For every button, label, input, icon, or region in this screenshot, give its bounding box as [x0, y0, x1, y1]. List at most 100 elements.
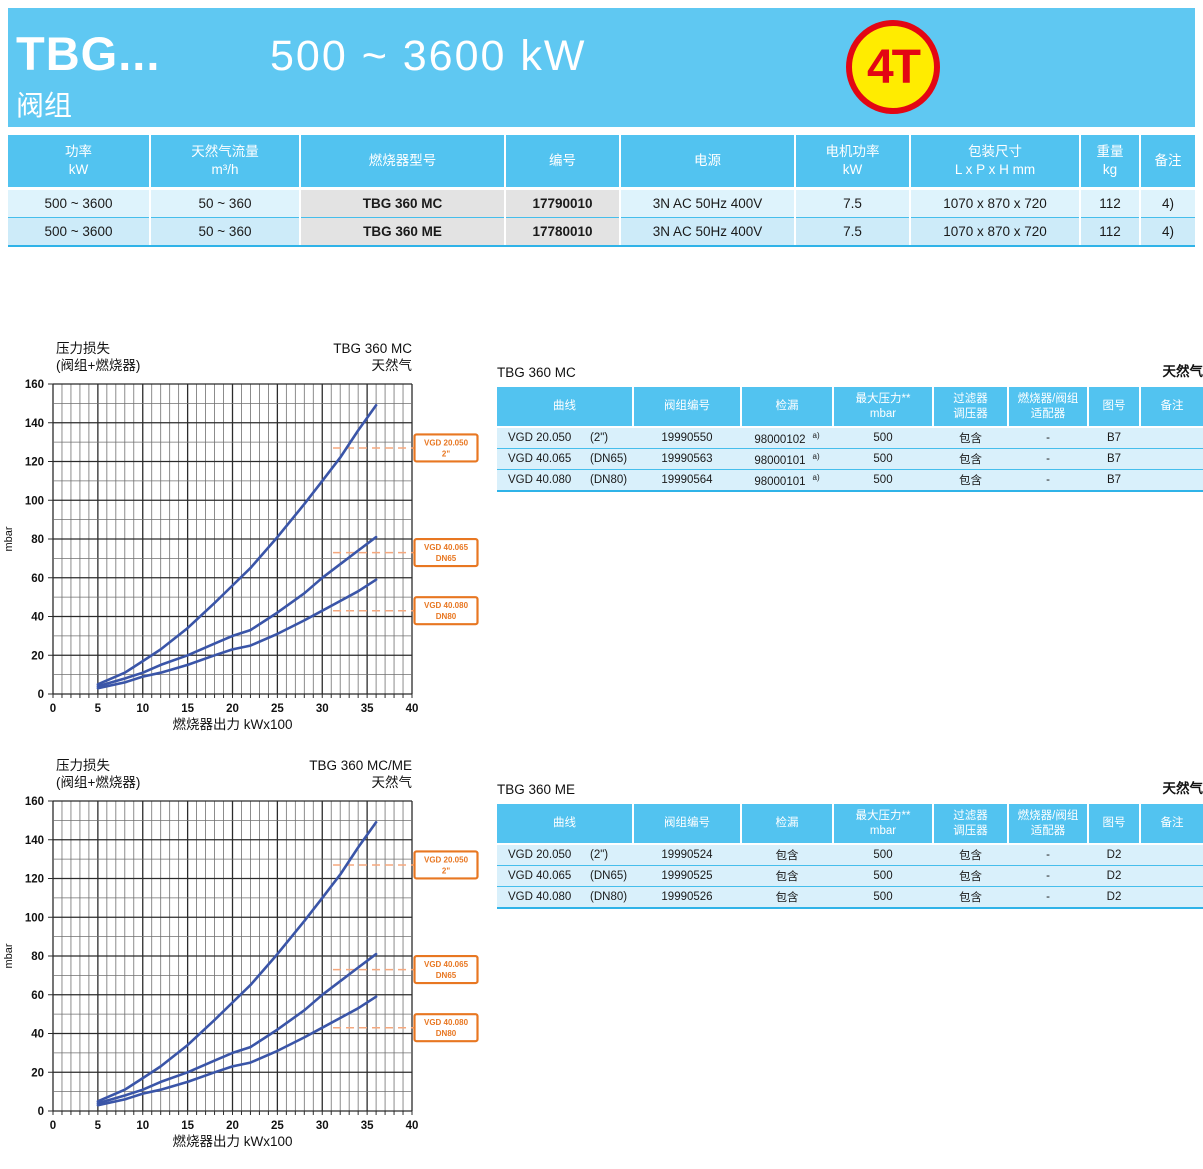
svg-text:5: 5 [95, 1120, 102, 1132]
valve-col-header: 图号 [1088, 387, 1141, 428]
remark-cell [1140, 865, 1203, 887]
svg-text:100: 100 [25, 912, 44, 924]
remark-cell [1140, 427, 1203, 449]
pressure-loss-chart-mc: 0 5 10 15 20 25 30 35 40 0 20 40 60 80 100 120 140 160 VGD… [3, 341, 479, 732]
figure-cell: B7 [1088, 427, 1140, 449]
valve-col-header: 备注 [1140, 804, 1203, 845]
valve-code-cell: 19990564 [633, 469, 741, 492]
filter-regulator-cell: 包含 [933, 844, 1008, 866]
svg-text:DN80: DN80 [436, 1029, 457, 1038]
adapter-cell: - [1008, 469, 1088, 492]
leak-footnote: a) [812, 451, 820, 461]
pressure-loss-chart-mc-wrap: 0 5 10 15 20 25 30 35 40 0 20 40 60 80 100 120 140 160 VGD… [0, 338, 480, 732]
spec-cell: 4) [1140, 188, 1195, 218]
leak-test-cell: 98000101 a) [741, 448, 833, 470]
curve-name: VGD 20.050 [508, 849, 572, 861]
curve-size: (2") [590, 432, 609, 444]
svg-text:80: 80 [31, 951, 44, 963]
power-range: 500 ~ 3600 kW [270, 32, 587, 80]
curve-name: VGD 40.080 [508, 891, 572, 903]
valve-table-row: VGD 40.080 (DN80) 19990526 包含 500 包含 - D2 [497, 886, 1203, 909]
filter-regulator-cell: 包含 [933, 448, 1008, 470]
adapter-cell: - [1008, 865, 1088, 887]
max-pressure-cell: 500 [833, 469, 933, 492]
leak-test-cell: 98000102 a) [741, 427, 833, 449]
spec-cell: TBG 360 MC [300, 188, 506, 218]
svg-text:燃烧器出力 kWx100: 燃烧器出力 kWx100 [172, 1133, 292, 1149]
mc-table: 曲线 阀组编号 检漏 最大压力** mbar 过滤器 调压器 燃烧器/阀组 适配器 图号 备注… [497, 387, 1203, 492]
spec-col-header: 天然气流量 m³/h [150, 135, 301, 190]
spec-cell: 17780010 [505, 217, 621, 247]
4t-badge: 4T [846, 20, 940, 114]
svg-text:20: 20 [226, 1120, 239, 1132]
max-pressure-cell: 500 [833, 844, 933, 866]
max-pressure-cell: 500 [833, 427, 933, 449]
svg-text:40: 40 [31, 1029, 44, 1041]
filter-regulator-cell: 包含 [933, 469, 1008, 492]
leak-footnote: a) [812, 430, 820, 440]
spec-col-header: 重量 kg [1080, 135, 1141, 190]
valve-col-header: 图号 [1088, 804, 1141, 845]
svg-text:15: 15 [181, 703, 194, 715]
svg-text:35: 35 [361, 703, 374, 715]
curve-cell: VGD 20.050 (2") [497, 427, 633, 449]
spec-table-row: 500 ~ 3600 50 ~ 360 TBG 360 MC 17790010 3N A… [8, 188, 1195, 218]
svg-text:20: 20 [31, 1067, 44, 1079]
me-table-block: TBG 360 ME 天然气 曲线 阀组编号 检漏 最大压力** mbar 过滤器 调压… [497, 779, 1203, 909]
svg-text:140: 140 [25, 418, 44, 430]
svg-text:10: 10 [136, 703, 149, 715]
leak-test-cell: 98000101 a) [741, 469, 833, 492]
spec-col-header: 备注 [1140, 135, 1195, 190]
svg-text:20: 20 [31, 650, 44, 662]
svg-text:35: 35 [361, 1120, 374, 1132]
valve-col-header: 阀组编号 [633, 804, 742, 845]
curve-cell: VGD 40.080 (DN80) [497, 469, 633, 492]
valve-code-cell: 19990524 [633, 844, 741, 866]
mc-header-row: 曲线 阀组编号 检漏 最大压力** mbar 过滤器 调压器 燃烧器/阀组 适配器 图号 备注 [497, 387, 1203, 428]
spec-table: 功率 kW 天然气流量 m³/h 燃烧器型号 编号 电源 电机功率 kW 包装尺寸 L x … [8, 135, 1195, 247]
valve-col-header: 检漏 [741, 804, 834, 845]
curve-cell: VGD 40.065 (DN65) [497, 865, 633, 887]
svg-text:2": 2" [442, 449, 450, 458]
valve-col-header: 最大压力** mbar [833, 387, 934, 428]
svg-text:25: 25 [271, 1120, 284, 1132]
page-title: TBG... [16, 27, 161, 80]
svg-text:160: 160 [25, 796, 44, 808]
spec-cell: 7.5 [795, 217, 911, 247]
adapter-cell: - [1008, 886, 1088, 909]
spec-table-body: 500 ~ 3600 50 ~ 360 TBG 360 MC 17790010 3N A… [8, 188, 1195, 247]
svg-text:TBG 360 MC: TBG 360 MC [333, 341, 412, 356]
me-header-row: 曲线 阀组编号 检漏 最大压力** mbar 过滤器 调压器 燃烧器/阀组 适配器 图号 备注 [497, 804, 1203, 845]
svg-text:VGD 40.065: VGD 40.065 [424, 960, 469, 969]
adapter-cell: - [1008, 427, 1088, 449]
valve-col-header: 检漏 [741, 387, 834, 428]
pressure-loss-chart-mcme-wrap: 0 5 10 15 20 25 30 35 40 0 20 40 60 80 100 120 140 160 VGD… [0, 755, 480, 1149]
curve-name: VGD 20.050 [508, 432, 572, 444]
mc-table-titlerow: TBG 360 MC 天然气 [497, 362, 1203, 380]
spec-cell: 112 [1080, 217, 1141, 247]
page-header: TBG... 阀组 500 ~ 3600 kW 4T [8, 8, 1195, 127]
curve-name: VGD 40.065 [508, 870, 572, 882]
svg-text:VGD 40.080: VGD 40.080 [424, 601, 469, 610]
figure-cell: D2 [1088, 844, 1140, 866]
svg-text:10: 10 [136, 1120, 149, 1132]
spec-cell: 500 ~ 3600 [8, 188, 151, 218]
valve-code-cell: 19990563 [633, 448, 741, 470]
remark-cell [1140, 448, 1203, 470]
spec-cell: 1070 x 870 x 720 [910, 188, 1081, 218]
adapter-cell: - [1008, 844, 1088, 866]
figure-cell: D2 [1088, 886, 1140, 909]
mc-table-body: VGD 20.050 (2") 19990550 98000102 a) 500 包含 - B7… [497, 427, 1203, 492]
max-pressure-cell: 500 [833, 448, 933, 470]
curve-cell: VGD 40.080 (DN80) [497, 886, 633, 909]
svg-text:40: 40 [406, 1120, 419, 1132]
remark-cell [1140, 844, 1203, 866]
spec-table-wrap: 功率 kW 天然气流量 m³/h 燃烧器型号 编号 电源 电机功率 kW 包装尺寸 L x … [8, 135, 1195, 247]
curve-cell: VGD 40.065 (DN65) [497, 448, 633, 470]
svg-text:80: 80 [31, 534, 44, 546]
svg-text:40: 40 [31, 612, 44, 624]
valve-table-row: VGD 20.050 (2") 19990550 98000102 a) 500 包含 - B7 [497, 427, 1203, 449]
spec-col-header: 编号 [505, 135, 621, 190]
svg-text:30: 30 [316, 703, 329, 715]
